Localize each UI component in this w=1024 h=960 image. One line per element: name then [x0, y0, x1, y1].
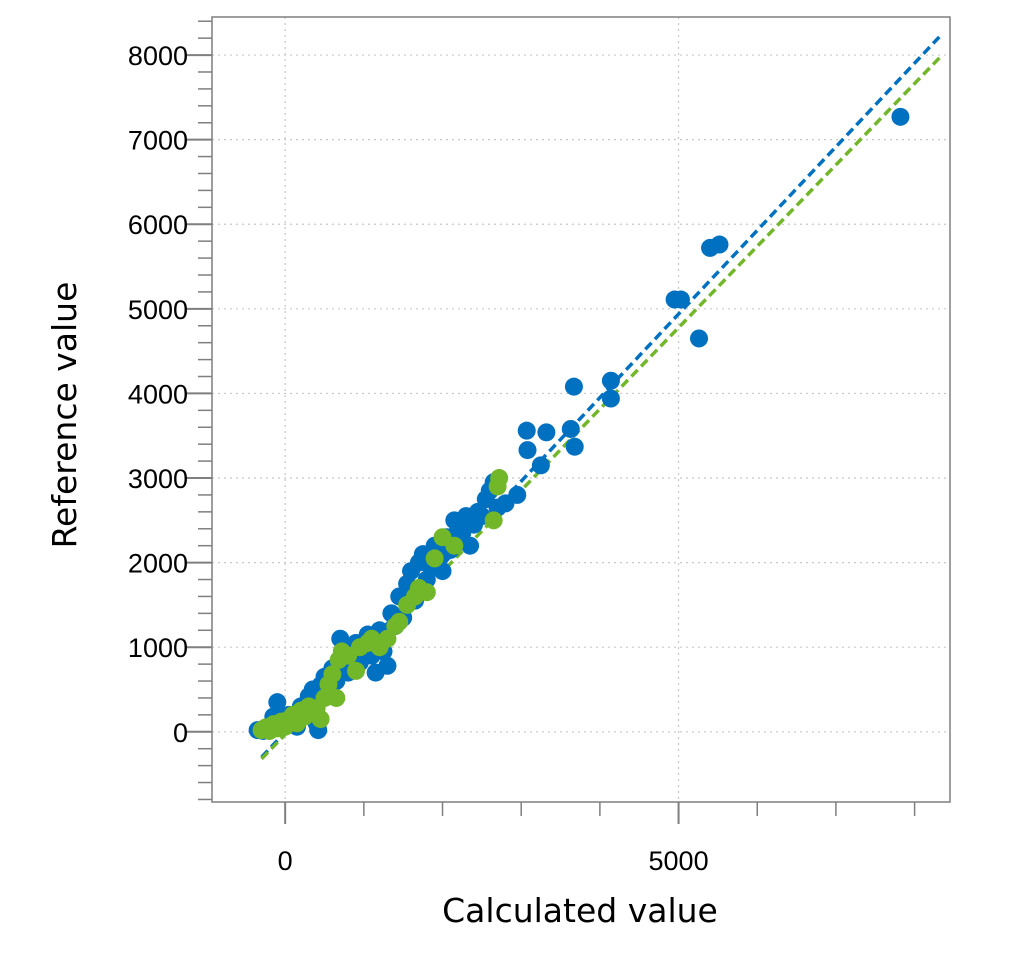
data-point-series-2 [311, 710, 330, 729]
data-point-series-1 [461, 536, 480, 555]
x-tick-label: 5000 [649, 846, 709, 876]
data-point-series-1 [690, 329, 709, 348]
data-point-series-1 [565, 437, 584, 456]
grid [212, 17, 950, 802]
data-point-series-2 [323, 665, 342, 684]
data-point-series-1 [601, 371, 620, 390]
data-point-series-1 [378, 656, 397, 675]
data-points [248, 107, 910, 740]
data-point-series-2 [490, 469, 509, 488]
y-tick-label: 8000 [128, 41, 188, 71]
y-tick-label: 1000 [128, 633, 188, 663]
fit-line-series-1 [260, 32, 944, 759]
axis-ticks [186, 20, 916, 824]
y-tick-label: 4000 [128, 379, 188, 409]
data-point-series-2 [425, 549, 444, 568]
data-point-series-1 [891, 107, 910, 126]
data-point-series-2 [484, 511, 503, 530]
data-point-series-1 [710, 235, 729, 254]
y-tick-label: 2000 [128, 549, 188, 579]
data-point-series-2 [417, 583, 436, 602]
data-point-series-1 [508, 485, 527, 504]
data-point-series-1 [601, 389, 620, 408]
fit-line-series-2 [260, 53, 944, 761]
data-point-series-1 [518, 441, 537, 460]
tick-labels: 0 1000 2000 3000 4000 5000 6000 7000 8000 0 5000 [128, 41, 709, 876]
data-point-series-1 [561, 419, 580, 438]
data-point-series-2 [390, 612, 409, 631]
data-point-series-2 [327, 688, 346, 707]
data-point-series-1 [517, 421, 536, 440]
y-tick-label: 5000 [128, 295, 188, 325]
y-tick-label: 7000 [128, 126, 188, 156]
y-axis-title: Reference value [45, 282, 84, 549]
fit-lines [260, 32, 944, 761]
data-point-series-2 [445, 536, 464, 555]
plot-frame [211, 16, 951, 803]
x-axis-title: Calculated value [442, 891, 718, 930]
y-tick-label: 6000 [128, 210, 188, 240]
y-tick-label: 0 [173, 718, 188, 748]
data-point-series-1 [537, 423, 556, 442]
data-point-series-1 [531, 456, 550, 475]
data-point-series-2 [346, 661, 365, 680]
y-tick-label: 3000 [128, 464, 188, 494]
x-tick-label: 0 [278, 846, 293, 876]
data-point-series-1 [671, 290, 690, 309]
data-point-series-1 [268, 693, 287, 712]
data-point-series-1 [564, 377, 583, 396]
